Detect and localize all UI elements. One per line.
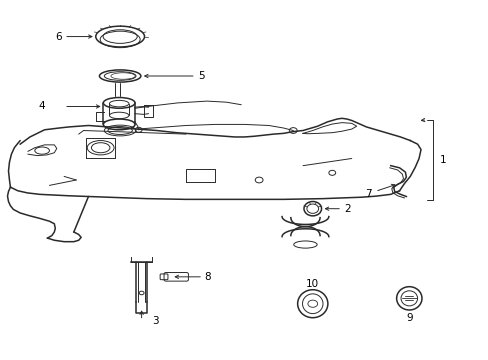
Text: 8: 8 — [204, 272, 211, 282]
Text: 9: 9 — [405, 313, 412, 323]
Text: 4: 4 — [38, 102, 44, 112]
Text: 7: 7 — [364, 189, 370, 199]
Text: 10: 10 — [305, 279, 319, 289]
Text: 6: 6 — [55, 32, 61, 41]
Text: 3: 3 — [152, 316, 158, 325]
Text: 5: 5 — [198, 71, 204, 81]
Text: 2: 2 — [343, 204, 350, 214]
Text: 1: 1 — [439, 155, 445, 165]
